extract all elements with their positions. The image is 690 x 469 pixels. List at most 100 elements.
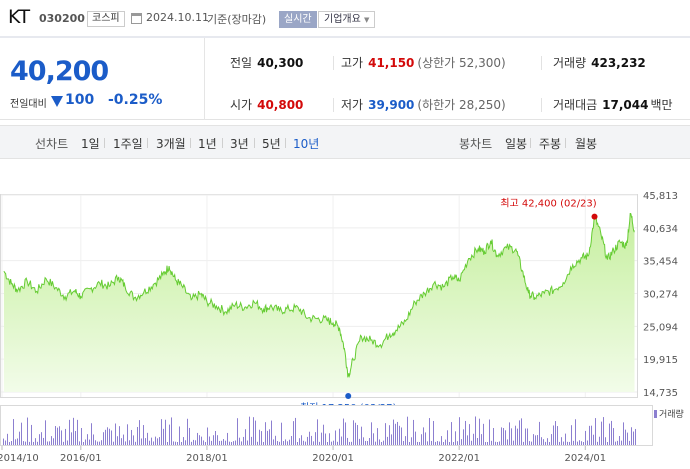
volume-bar: [583, 441, 584, 445]
volume-bar: [481, 434, 482, 445]
tab-daily-candle[interactable]: 일봉: [505, 137, 528, 151]
volume-bar: [219, 440, 220, 445]
tab-monthly-candle[interactable]: 월봉: [575, 137, 598, 151]
volume-legend: 거래량: [659, 408, 684, 420]
volume-bar: [409, 441, 410, 445]
volume-bar: [529, 441, 530, 445]
volume-bar: [187, 418, 188, 445]
volume-bar: [483, 423, 484, 445]
volume-bar: [587, 440, 588, 445]
volume-bar: [183, 437, 184, 445]
tab-3year[interactable]: 3년: [230, 137, 249, 151]
volume-bar: [191, 441, 192, 445]
volume-bar: [255, 420, 256, 445]
volume-bar: [541, 437, 542, 445]
volume-bar: [111, 430, 112, 445]
volume-bar: [635, 428, 636, 445]
volume-bar: [447, 430, 448, 445]
volume-bar: [597, 441, 598, 445]
volume-bar: [531, 441, 532, 445]
volume-bar: [205, 441, 206, 445]
volume-bar: [131, 429, 132, 445]
volume-bar: [605, 437, 606, 445]
tab-3month[interactable]: 3개월: [156, 137, 186, 151]
chevron-down-icon: ▼: [364, 16, 370, 24]
volume-bar: [27, 417, 28, 445]
volume-bar: [527, 428, 528, 445]
tab-weekly-candle[interactable]: 주봉: [539, 137, 562, 151]
volume-bar: [173, 441, 174, 445]
volume-bar: [495, 441, 496, 445]
volume-bar: [533, 434, 534, 445]
volume-bar: [459, 417, 460, 445]
volume-bar: [83, 441, 84, 445]
volume-bar: [391, 434, 392, 445]
company-info-button[interactable]: 기업개요 ▼: [318, 11, 376, 28]
volume-bar: [209, 436, 210, 445]
chart-period-tabs: 선차트 1일 1주일 3개월 1년 3년 5년 10년 봉차트 일봉 주봉 월봉: [0, 125, 690, 159]
volume-bar: [437, 441, 438, 445]
tab-1week[interactable]: 1주일: [113, 137, 143, 151]
y-tick-label: 35,454: [643, 257, 678, 268]
volume-bar: [3, 438, 4, 445]
volume-bar: [195, 440, 196, 445]
volume-bar: [15, 439, 16, 445]
tab-1year[interactable]: 1년: [198, 137, 217, 151]
high-price: 고가 41,150 (상한가 52,300): [341, 54, 506, 71]
tab-1day[interactable]: 1일: [81, 137, 100, 151]
tab-5year[interactable]: 5년: [262, 137, 281, 151]
volume-bar: [275, 435, 276, 445]
volume-bar: [393, 419, 394, 445]
volume-bar: [235, 440, 236, 445]
volume-bar: [535, 435, 536, 445]
volume-bar: [487, 441, 488, 445]
volume-bar: [309, 431, 310, 445]
volume-bar: [537, 435, 538, 445]
volume-legend-icon: [654, 410, 657, 418]
volume-bar: [429, 418, 430, 445]
volume-value: 423,232: [591, 56, 646, 70]
divider: [222, 138, 223, 148]
volume-bar: [41, 432, 42, 445]
volume-bar: [129, 440, 130, 445]
volume-area: [0, 405, 653, 446]
volume-bar: [379, 439, 380, 445]
volume-bar: [163, 428, 164, 445]
volume-bar: [287, 441, 288, 445]
volume-bar: [267, 430, 268, 445]
volume-bar: [471, 440, 472, 445]
down-arrow-icon: [51, 96, 63, 107]
volume-bar: [549, 441, 550, 445]
volume-bar: [411, 437, 412, 445]
divider: [147, 138, 148, 148]
volume-bar: [35, 438, 36, 445]
volume-bar: [141, 438, 142, 445]
volume-bar: [569, 441, 570, 445]
volume-bar: [345, 422, 346, 445]
realtime-button[interactable]: 실시간: [279, 11, 317, 28]
divider: [565, 138, 566, 148]
open-label: 시가: [230, 98, 253, 112]
volume-bar: [185, 440, 186, 445]
volume-bar: [313, 441, 314, 445]
volume-bar: [73, 417, 74, 445]
volume-bar: [241, 441, 242, 445]
volume-bar: [273, 439, 274, 445]
volume-bar: [633, 431, 634, 445]
volume-bar: [351, 441, 352, 445]
volume-bar: [297, 441, 298, 445]
tab-10year[interactable]: 10년: [293, 137, 320, 151]
volume-bar: [413, 419, 414, 445]
volume-bar: [17, 438, 18, 445]
volume-bar: [523, 441, 524, 445]
volume-bar: [19, 431, 20, 445]
volume-bar: [283, 441, 284, 445]
volume-bar: [477, 437, 478, 445]
volume-bar: [367, 441, 368, 445]
volume-bar: [573, 440, 574, 445]
volume-bar: [369, 438, 370, 445]
volume-bar: [45, 420, 46, 445]
current-price-box: 40,200 전일대비 100 -0.25%: [0, 38, 205, 120]
prev-close: 전일 40,300: [230, 54, 303, 71]
volume-bar: [611, 420, 612, 445]
